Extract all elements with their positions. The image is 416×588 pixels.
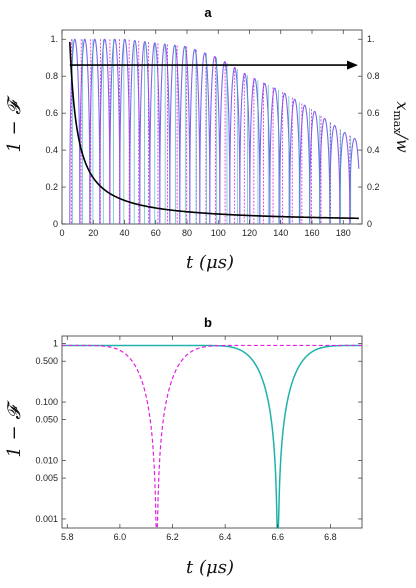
panel-b-x-label: t (μs) [186,557,234,578]
x-tick-label: 60 [151,228,161,238]
series-teal-dips [71,39,352,224]
x-tick-label: 0 [59,228,64,238]
y-tick-label: 0.050 [35,415,58,425]
arrow-head [347,60,358,70]
panel-a-curves [69,38,360,225]
panel-a-frame [61,29,363,225]
y2-tick-label: 0.6 [367,108,380,118]
y2-label-main: x [393,101,412,110]
svg-text:xmax/w: xmax/w [391,101,412,153]
y2-tick-label: 0.2 [367,182,380,192]
panel-b-y-label: 1 − 𝓕 [4,400,25,458]
y2-label-sub: max [391,110,404,134]
panel-b-frame [61,335,363,529]
y-tick-label: 0.100 [35,397,58,407]
y-tick-label: 0.500 [35,356,58,366]
series-teal-b [62,344,362,529]
y-tick-label: 1 [53,339,58,349]
y-tick-label: 0.8 [45,71,58,81]
x-tick-label: 100 [211,228,226,238]
panel-a-label: a [204,5,212,20]
y2-tick-label: 0.8 [367,71,380,81]
x-tick-label: 180 [336,228,351,238]
x-tick-label: 80 [182,228,192,238]
x-tick-label: 140 [273,228,288,238]
y2-tick-label: 0 [367,219,372,229]
panel-b-label: b [204,315,212,330]
panel-a-plot: 0 20 40 60 80 100 120 140 160 180 0 0.2 0.4 0.6 0.8 1. 0… [45,29,380,238]
y-tick-label: 1. [50,34,58,44]
y-tick-label: 0.4 [45,145,58,155]
x-tick-label: 6.8 [324,532,337,542]
x-tick-label: 40 [119,228,129,238]
panel-a-ticks: 0 20 40 60 80 100 120 140 160 180 0 0.2 0.4 0.6 0.8 1. 0… [45,30,380,238]
series-purple-oscillation [69,38,360,225]
x-tick-label: 6.4 [219,532,232,542]
series-magenta-dashed [71,39,351,224]
x-tick-label: 120 [242,228,257,238]
panel-a-y-label: 1 − 𝓕 [4,95,25,153]
y2-label-tail: /w [393,132,412,153]
series-black-decay [69,41,359,220]
panel-b-ticks: 5.8 6.0 6.2 6.4 6.6 6.8 0.001 0.005 0.010 0.050 0.… [35,336,362,542]
panel-a-y2-label: xmax/w [391,101,412,153]
x-tick-label: 6.6 [272,532,285,542]
y2-tick-label: 1. [367,34,375,44]
x-tick-label: 20 [88,228,98,238]
series-magenta-b [62,344,362,529]
y-tick-label: 0.010 [35,456,58,466]
x-tick-label: 6.2 [166,532,179,542]
y-tick-label: 0.001 [35,514,58,524]
x-tick-label: 6.0 [114,532,127,542]
panel-a-x-label: t (μs) [186,252,234,273]
y-tick-label: 0.6 [45,108,58,118]
y-tick-label: 0 [53,219,58,229]
y-tick-label: 0.005 [35,473,58,483]
y2-tick-label: 0.4 [367,145,380,155]
panel-b-curves [62,344,362,529]
y-tick-label: 0.2 [45,182,58,192]
x-tick-label: 5.8 [61,532,74,542]
x-tick-label: 160 [304,228,319,238]
panel-b-plot: 5.8 6.0 6.2 6.4 6.6 6.8 0.001 0.005 0.010 0.050 0.… [35,335,363,542]
